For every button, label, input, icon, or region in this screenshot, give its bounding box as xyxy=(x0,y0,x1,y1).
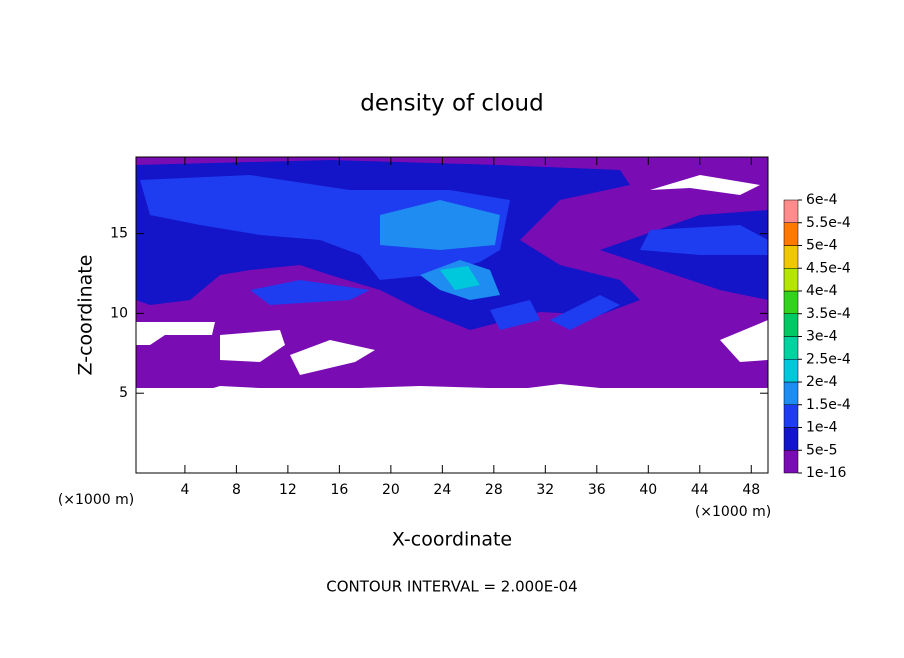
colorbar-label: 6e-4 xyxy=(806,192,838,208)
contour-region xyxy=(140,175,768,330)
colorbar-band xyxy=(783,404,799,428)
colorbar-label: 1.5e-4 xyxy=(806,397,851,413)
colorbar-label: 4e-4 xyxy=(806,283,838,299)
plot-frame xyxy=(135,156,769,474)
colorbar-band xyxy=(783,427,799,451)
colorbar-band xyxy=(783,359,799,383)
empty-region xyxy=(720,320,768,362)
colorbar-band xyxy=(783,290,799,314)
colorbar-label: 3.5e-4 xyxy=(806,306,851,322)
y-unit-label: (×1000 m) xyxy=(58,492,134,508)
x-tick-label: 20 xyxy=(382,482,400,498)
colorbar-band xyxy=(783,268,799,292)
x-tick-label: 24 xyxy=(433,482,451,498)
colorbar-label: 1e-16 xyxy=(806,465,846,481)
x-tick-label: 12 xyxy=(279,482,297,498)
colorbar-label: 2e-4 xyxy=(806,374,838,390)
colorbar-band xyxy=(783,222,799,246)
empty-region xyxy=(136,388,768,473)
x-unit-label: (×1000 m) xyxy=(695,504,771,520)
y-axis-label: Z-coordinate xyxy=(75,255,97,376)
x-tick-label: 32 xyxy=(536,482,554,498)
colorbar-band xyxy=(783,313,799,337)
axes: 4 8 12 16 20 24 28 32 36 40 44 48510151e-165e-51e-4… xyxy=(110,156,851,498)
y-tick-label: 15 xyxy=(110,226,128,242)
empty-region xyxy=(650,175,760,195)
y-tick-label: 5 xyxy=(119,385,128,401)
x-tick-label: 16 xyxy=(330,482,348,498)
x-tick-label: 40 xyxy=(639,482,657,498)
colorbar-label: 4.5e-4 xyxy=(806,260,851,276)
x-axis-label: X-coordinate xyxy=(392,529,512,551)
chart-title: density of cloud xyxy=(360,91,543,117)
colorbar-label: 2.5e-4 xyxy=(806,351,851,367)
colorbar-label: 5e-4 xyxy=(806,238,838,254)
colorbar-label: 1e-4 xyxy=(806,420,838,436)
y-tick-label: 10 xyxy=(110,305,128,321)
empty-region xyxy=(220,330,285,362)
footer-note: CONTOUR INTERVAL = 2.000E-04 xyxy=(326,578,577,596)
colorbar-band xyxy=(783,336,799,360)
colorbar-band xyxy=(783,381,799,405)
x-tick-label: 48 xyxy=(742,482,760,498)
colorbar-band xyxy=(783,245,799,269)
x-tick-label: 44 xyxy=(691,482,709,498)
colorbar-label: 5.5e-4 xyxy=(806,215,851,231)
empty-region xyxy=(136,322,215,345)
colorbar-band xyxy=(783,450,799,474)
contour-field xyxy=(136,157,768,473)
x-tick-label: 28 xyxy=(485,482,503,498)
empty-region xyxy=(290,340,375,375)
contour-region xyxy=(440,266,480,290)
colorbar-label: 3e-4 xyxy=(806,329,838,345)
colorbar-label: 5e-5 xyxy=(806,442,837,458)
x-tick-label: 4 xyxy=(180,482,189,498)
x-tick-label: 8 xyxy=(232,482,241,498)
colorbar-band xyxy=(783,199,799,223)
x-tick-label: 36 xyxy=(588,482,606,498)
